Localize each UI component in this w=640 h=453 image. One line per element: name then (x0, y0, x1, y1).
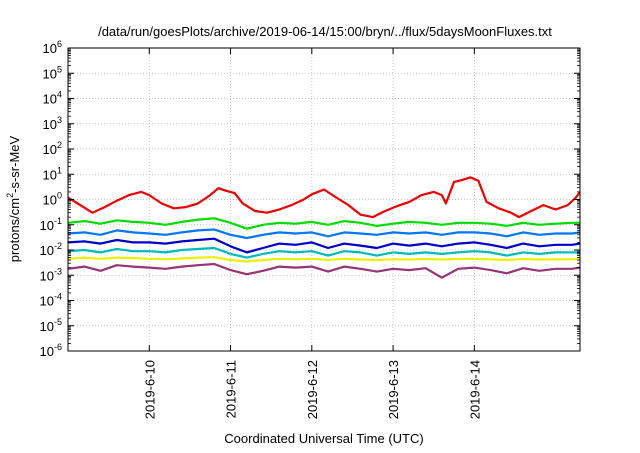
y-axis-label: protons/cm2-s-sr-MeV (5, 135, 22, 262)
series-line-5 (67, 246, 580, 259)
y-tick-label: 10-3 (40, 266, 62, 283)
x-tick-label: 2019-6-12 (305, 360, 320, 419)
series-group (67, 176, 581, 279)
series-line-2 (67, 217, 580, 230)
series-line-1 (67, 176, 581, 219)
x-tick-label: 2019-6-11 (224, 360, 239, 418)
y-tick-label: 104 (43, 90, 62, 107)
x-tick-label: 2019-6-14 (467, 360, 482, 419)
x-tick-label: 2019-6-13 (386, 360, 401, 419)
x-tick-label: 2019-6-10 (142, 360, 157, 419)
y-axis: 10-6 10-5 10-4 10-3 10-2 10-1 100 101 102 103 104 1… (40, 39, 580, 359)
y-tick-label: 102 (43, 140, 62, 157)
series-line-6 (67, 256, 581, 263)
y-tick-label: 105 (43, 64, 62, 81)
series-line-3 (67, 228, 581, 240)
series-line-7 (67, 262, 581, 279)
y-tick-label: 10-6 (40, 342, 62, 359)
chart-title: /data/run/goesPlots/archive/2019-06-14/1… (98, 24, 552, 39)
y-tick-label: 10-1 (40, 216, 62, 233)
series-line-4 (67, 237, 581, 254)
x-axis: 2019-6-10 2019-6-11 2019-6-12 2019-6-13 2019… (142, 48, 482, 419)
y-tick-label: 100 (43, 191, 62, 208)
y-tick-label: 103 (43, 115, 62, 132)
y-tick-label: 106 (43, 39, 62, 56)
y-tick-label: 10-4 (40, 292, 62, 309)
grid-lines (68, 48, 580, 351)
y-tick-label: 10-5 (40, 317, 62, 334)
y-tick-label: 10-2 (40, 241, 62, 258)
y-tick-label: 101 (43, 165, 62, 182)
x-axis-label: Coordinated Universal Time (UTC) (224, 431, 423, 446)
